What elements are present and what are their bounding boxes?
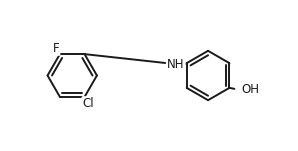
Text: OH: OH: [241, 83, 259, 96]
Text: Cl: Cl: [83, 97, 94, 110]
Text: F: F: [53, 42, 59, 55]
Text: NH: NH: [167, 58, 184, 71]
